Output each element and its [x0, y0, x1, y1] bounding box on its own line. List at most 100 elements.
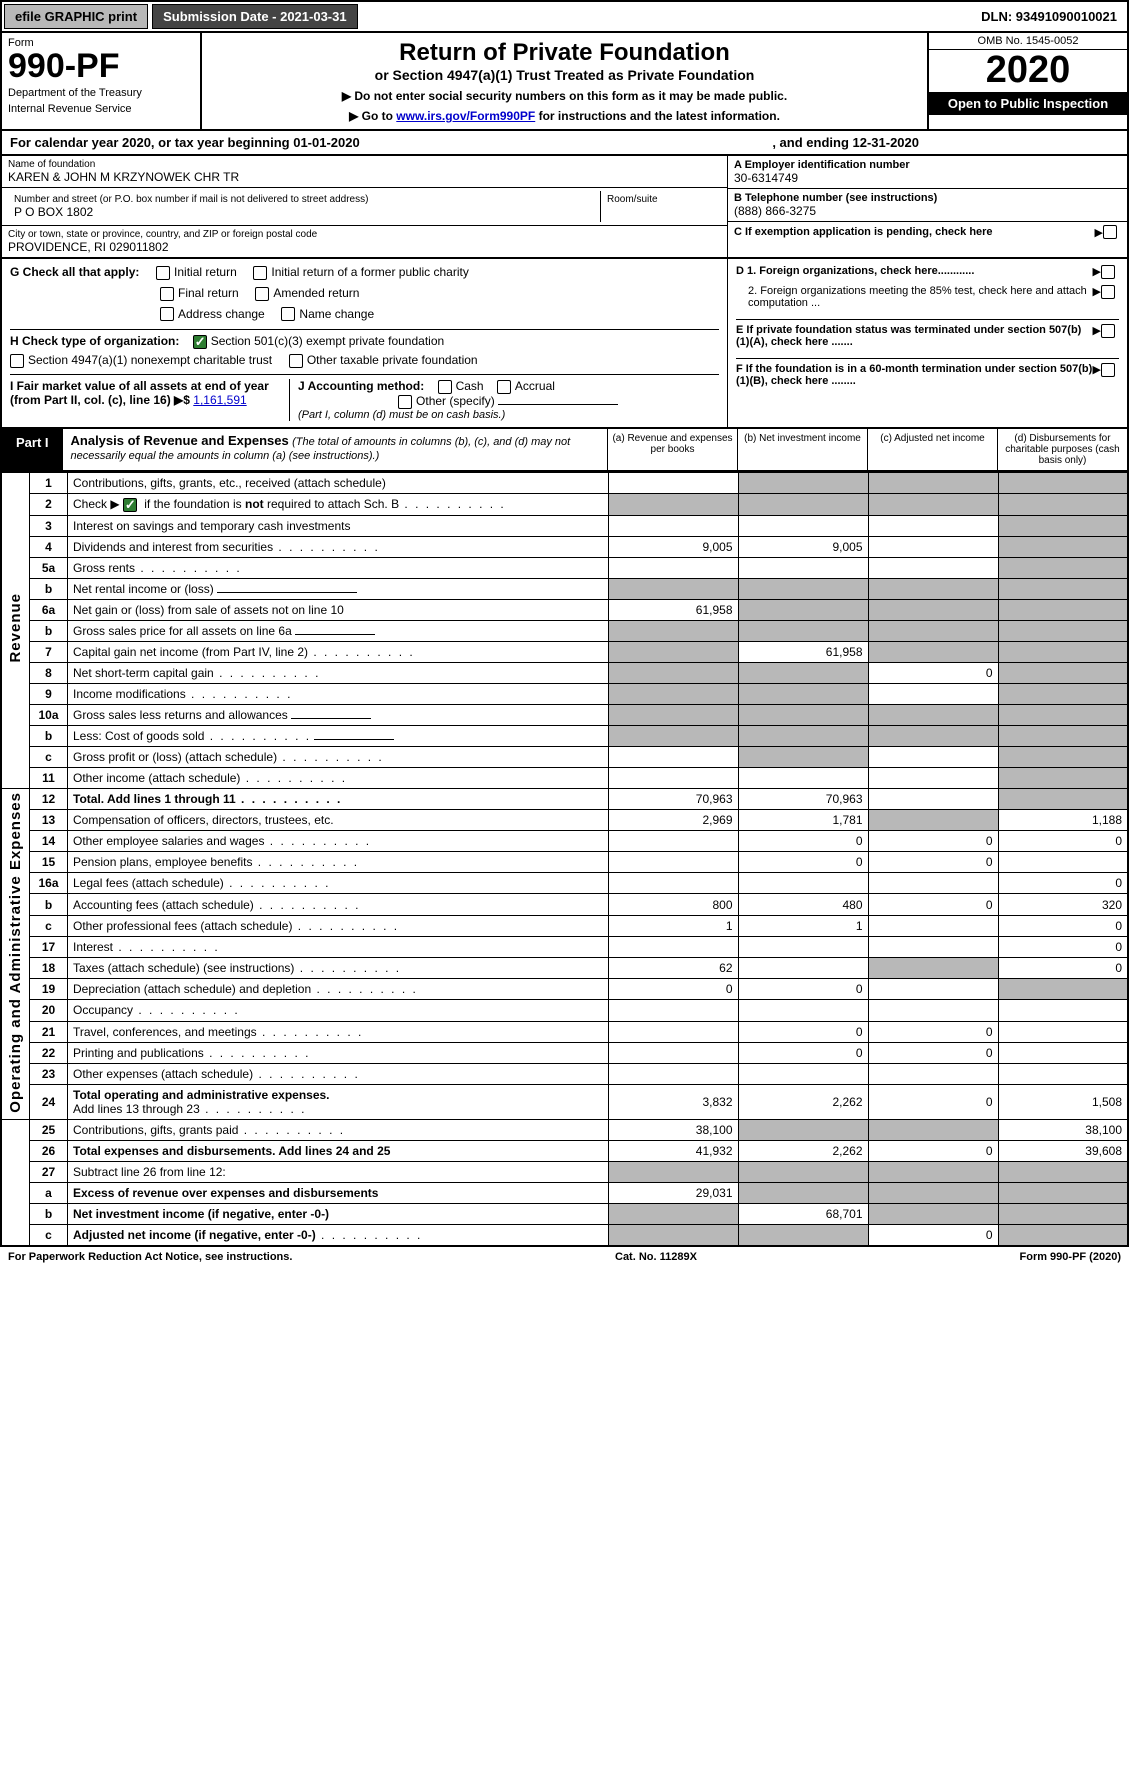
r12-b: 70,963 [738, 788, 868, 809]
submission-date-button[interactable]: Submission Date - 2021-03-31 [152, 4, 358, 29]
address-change-checkbox[interactable] [160, 307, 174, 321]
h-label: H Check type of organization: [10, 334, 179, 348]
final-return-checkbox[interactable] [160, 287, 174, 301]
row-27c: Adjusted net income (if negative, enter … [68, 1225, 609, 1247]
r16b-a: 800 [608, 894, 738, 915]
r13-b: 1,781 [738, 809, 868, 830]
name-change-checkbox[interactable] [281, 307, 295, 321]
row-5b: Net rental income or (loss) [68, 578, 609, 599]
part1-tab: Part I [2, 429, 63, 470]
r27c-c: 0 [868, 1225, 998, 1247]
row-23: Other expenses (attach schedule) [68, 1063, 609, 1084]
row-8: Net short-term capital gain [68, 662, 609, 683]
amended-return-checkbox[interactable] [255, 287, 269, 301]
other-method-checkbox[interactable] [398, 395, 412, 409]
row-10b: Less: Cost of goods sold [68, 725, 609, 746]
phone-label: B Telephone number (see instructions) [734, 192, 1121, 204]
r7-b: 61,958 [738, 641, 868, 662]
row-11: Other income (attach schedule) [68, 767, 609, 788]
expenses-vlabel: Operating and Administrative Expenses [7, 792, 24, 1113]
g-label: G Check all that apply: [10, 265, 139, 279]
d1-checkbox[interactable] [1101, 265, 1115, 279]
city-value: PROVIDENCE, RI 029011802 [8, 240, 721, 254]
exemption-label: C If exemption application is pending, c… [734, 226, 1095, 238]
r16b-b: 480 [738, 894, 868, 915]
goto-note: ▶ Go to www.irs.gov/Form990PF for instru… [212, 109, 917, 123]
row-19: Depreciation (attach schedule) and deple… [68, 979, 609, 1000]
d2-checkbox[interactable] [1101, 285, 1115, 299]
row-7: Capital gain net income (from Part IV, l… [68, 641, 609, 662]
r4-a: 9,005 [608, 536, 738, 557]
other-taxable-checkbox[interactable] [289, 354, 303, 368]
g3-label: Final return [178, 286, 239, 300]
row-16a: Legal fees (attach schedule) [68, 873, 609, 894]
r25-d: 38,100 [998, 1120, 1128, 1141]
501c3-checkbox[interactable] [193, 335, 207, 349]
irs-link[interactable]: www.irs.gov/Form990PF [396, 109, 535, 123]
page-footer: For Paperwork Reduction Act Notice, see … [0, 1247, 1129, 1267]
efile-button[interactable]: efile GRAPHIC print [4, 4, 148, 29]
r25-a: 38,100 [608, 1120, 738, 1141]
r27a-a: 29,031 [608, 1183, 738, 1204]
row-27: Subtract line 26 from line 12: [68, 1162, 609, 1183]
row-16c: Other professional fees (attach schedule… [68, 915, 609, 936]
e-checkbox[interactable] [1101, 324, 1115, 338]
r6b-val [295, 634, 375, 635]
row-10a: Gross sales less returns and allowances [68, 704, 609, 725]
exemption-checkbox[interactable] [1103, 225, 1117, 239]
g2-label: Initial return of a former public charit… [271, 265, 468, 279]
row-21: Travel, conferences, and meetings [68, 1021, 609, 1042]
cash-checkbox[interactable] [438, 380, 452, 394]
row-22: Printing and publications [68, 1042, 609, 1063]
4947a1-checkbox[interactable] [10, 354, 24, 368]
r14-c: 0 [868, 830, 998, 851]
ein-label: A Employer identification number [734, 159, 1121, 171]
accrual-checkbox[interactable] [497, 380, 511, 394]
fmv-value[interactable]: 1,161,591 [193, 393, 246, 407]
row-10c: Gross profit or (loss) (attach schedule) [68, 746, 609, 767]
initial-former-checkbox[interactable] [253, 266, 267, 280]
r24-a: 3,832 [608, 1085, 738, 1120]
ein-value: 30-6314749 [734, 171, 1121, 185]
r13-a: 2,969 [608, 809, 738, 830]
row-20: Occupancy [68, 1000, 609, 1021]
cat-number: Cat. No. 11289X [615, 1251, 697, 1263]
dln-label: DLN: 93491090010021 [971, 5, 1127, 28]
j-note: (Part I, column (d) must be on cash basi… [298, 409, 719, 421]
g1-label: Initial return [174, 265, 237, 279]
g4-label: Amended return [273, 286, 359, 300]
cal-year-begin: For calendar year 2020, or tax year begi… [10, 135, 360, 150]
r8-c: 0 [868, 662, 998, 683]
sch-b-checkbox[interactable] [123, 498, 137, 512]
revenue-vlabel: Revenue [7, 593, 24, 663]
foundation-info: Name of foundation KAREN & JOHN M KRZYNO… [0, 156, 1129, 259]
part1-header: Part I Analysis of Revenue and Expenses … [0, 429, 1129, 472]
r15-c: 0 [868, 852, 998, 873]
r26-d: 39,608 [998, 1141, 1128, 1162]
e-label: E If private foundation status was termi… [736, 324, 1093, 348]
h3-label: Other taxable private foundation [307, 353, 478, 367]
r16a-d: 0 [998, 873, 1128, 894]
row-4: Dividends and interest from securities [68, 536, 609, 557]
r16c-a: 1 [608, 915, 738, 936]
checks-section: G Check all that apply: Initial return I… [0, 259, 1129, 429]
row-5a: Gross rents [68, 557, 609, 578]
j3-label: Other (specify) [416, 394, 495, 408]
row-14: Other employee salaries and wages [68, 830, 609, 851]
r6a-a: 61,958 [608, 599, 738, 620]
form-title: Return of Private Foundation [212, 39, 917, 67]
row-27b: Net investment income (if negative, ente… [68, 1204, 609, 1225]
cal-year-end: , and ending 12-31-2020 [772, 135, 919, 150]
col-d-header: (d) Disbursements for charitable purpose… [997, 429, 1127, 470]
form-number: 990-PF [8, 49, 194, 83]
row-6b: Gross sales price for all assets on line… [68, 620, 609, 641]
row-18: Taxes (attach schedule) (see instruction… [68, 958, 609, 979]
row-3: Interest on savings and temporary cash i… [68, 515, 609, 536]
r24-b: 2,262 [738, 1085, 868, 1120]
f-checkbox[interactable] [1101, 363, 1115, 377]
initial-return-checkbox[interactable] [156, 266, 170, 280]
r22-b: 0 [738, 1042, 868, 1063]
j1-label: Cash [456, 379, 484, 393]
col-c-header: (c) Adjusted net income [867, 429, 997, 470]
row-17: Interest [68, 936, 609, 957]
